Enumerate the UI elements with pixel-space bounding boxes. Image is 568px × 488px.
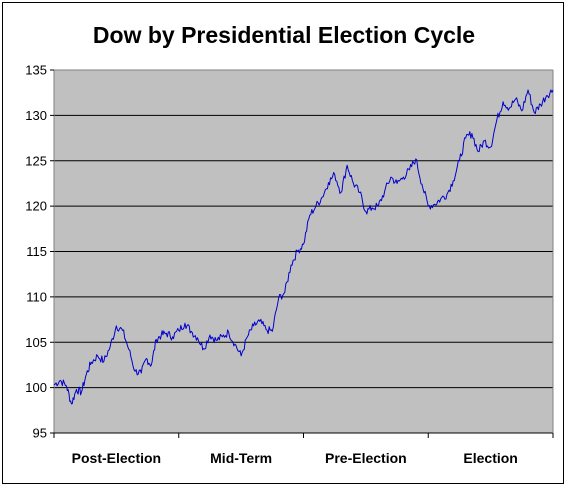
y-axis-ticks: 95 100 105 110 115 120 125 130 135 — [25, 63, 54, 441]
y-tick-label: 130 — [25, 108, 47, 123]
y-tick-label: 115 — [26, 244, 47, 259]
y-tick-label: 135 — [25, 63, 47, 78]
y-tick-label: 110 — [26, 289, 47, 304]
series-group — [53, 89, 554, 405]
dow-line-series — [53, 89, 554, 405]
x-axis-ticks: Post-Election Mid-Term Pre-Election Electio… — [53, 433, 554, 466]
y-tick-label: 125 — [25, 153, 47, 168]
x-category-label: Election — [463, 450, 517, 466]
y-tick-label: 100 — [25, 380, 47, 395]
y-tick-label: 105 — [25, 335, 47, 350]
x-category-label: Pre-Election — [325, 450, 407, 466]
chart-title: Dow by Presidential Election Cycle — [92, 22, 476, 48]
y-tick-label: 120 — [25, 199, 47, 214]
x-category-label: Post-Election — [72, 450, 161, 466]
y-tick-label: 95 — [33, 426, 47, 441]
x-category-label: Mid-Term — [210, 450, 272, 466]
